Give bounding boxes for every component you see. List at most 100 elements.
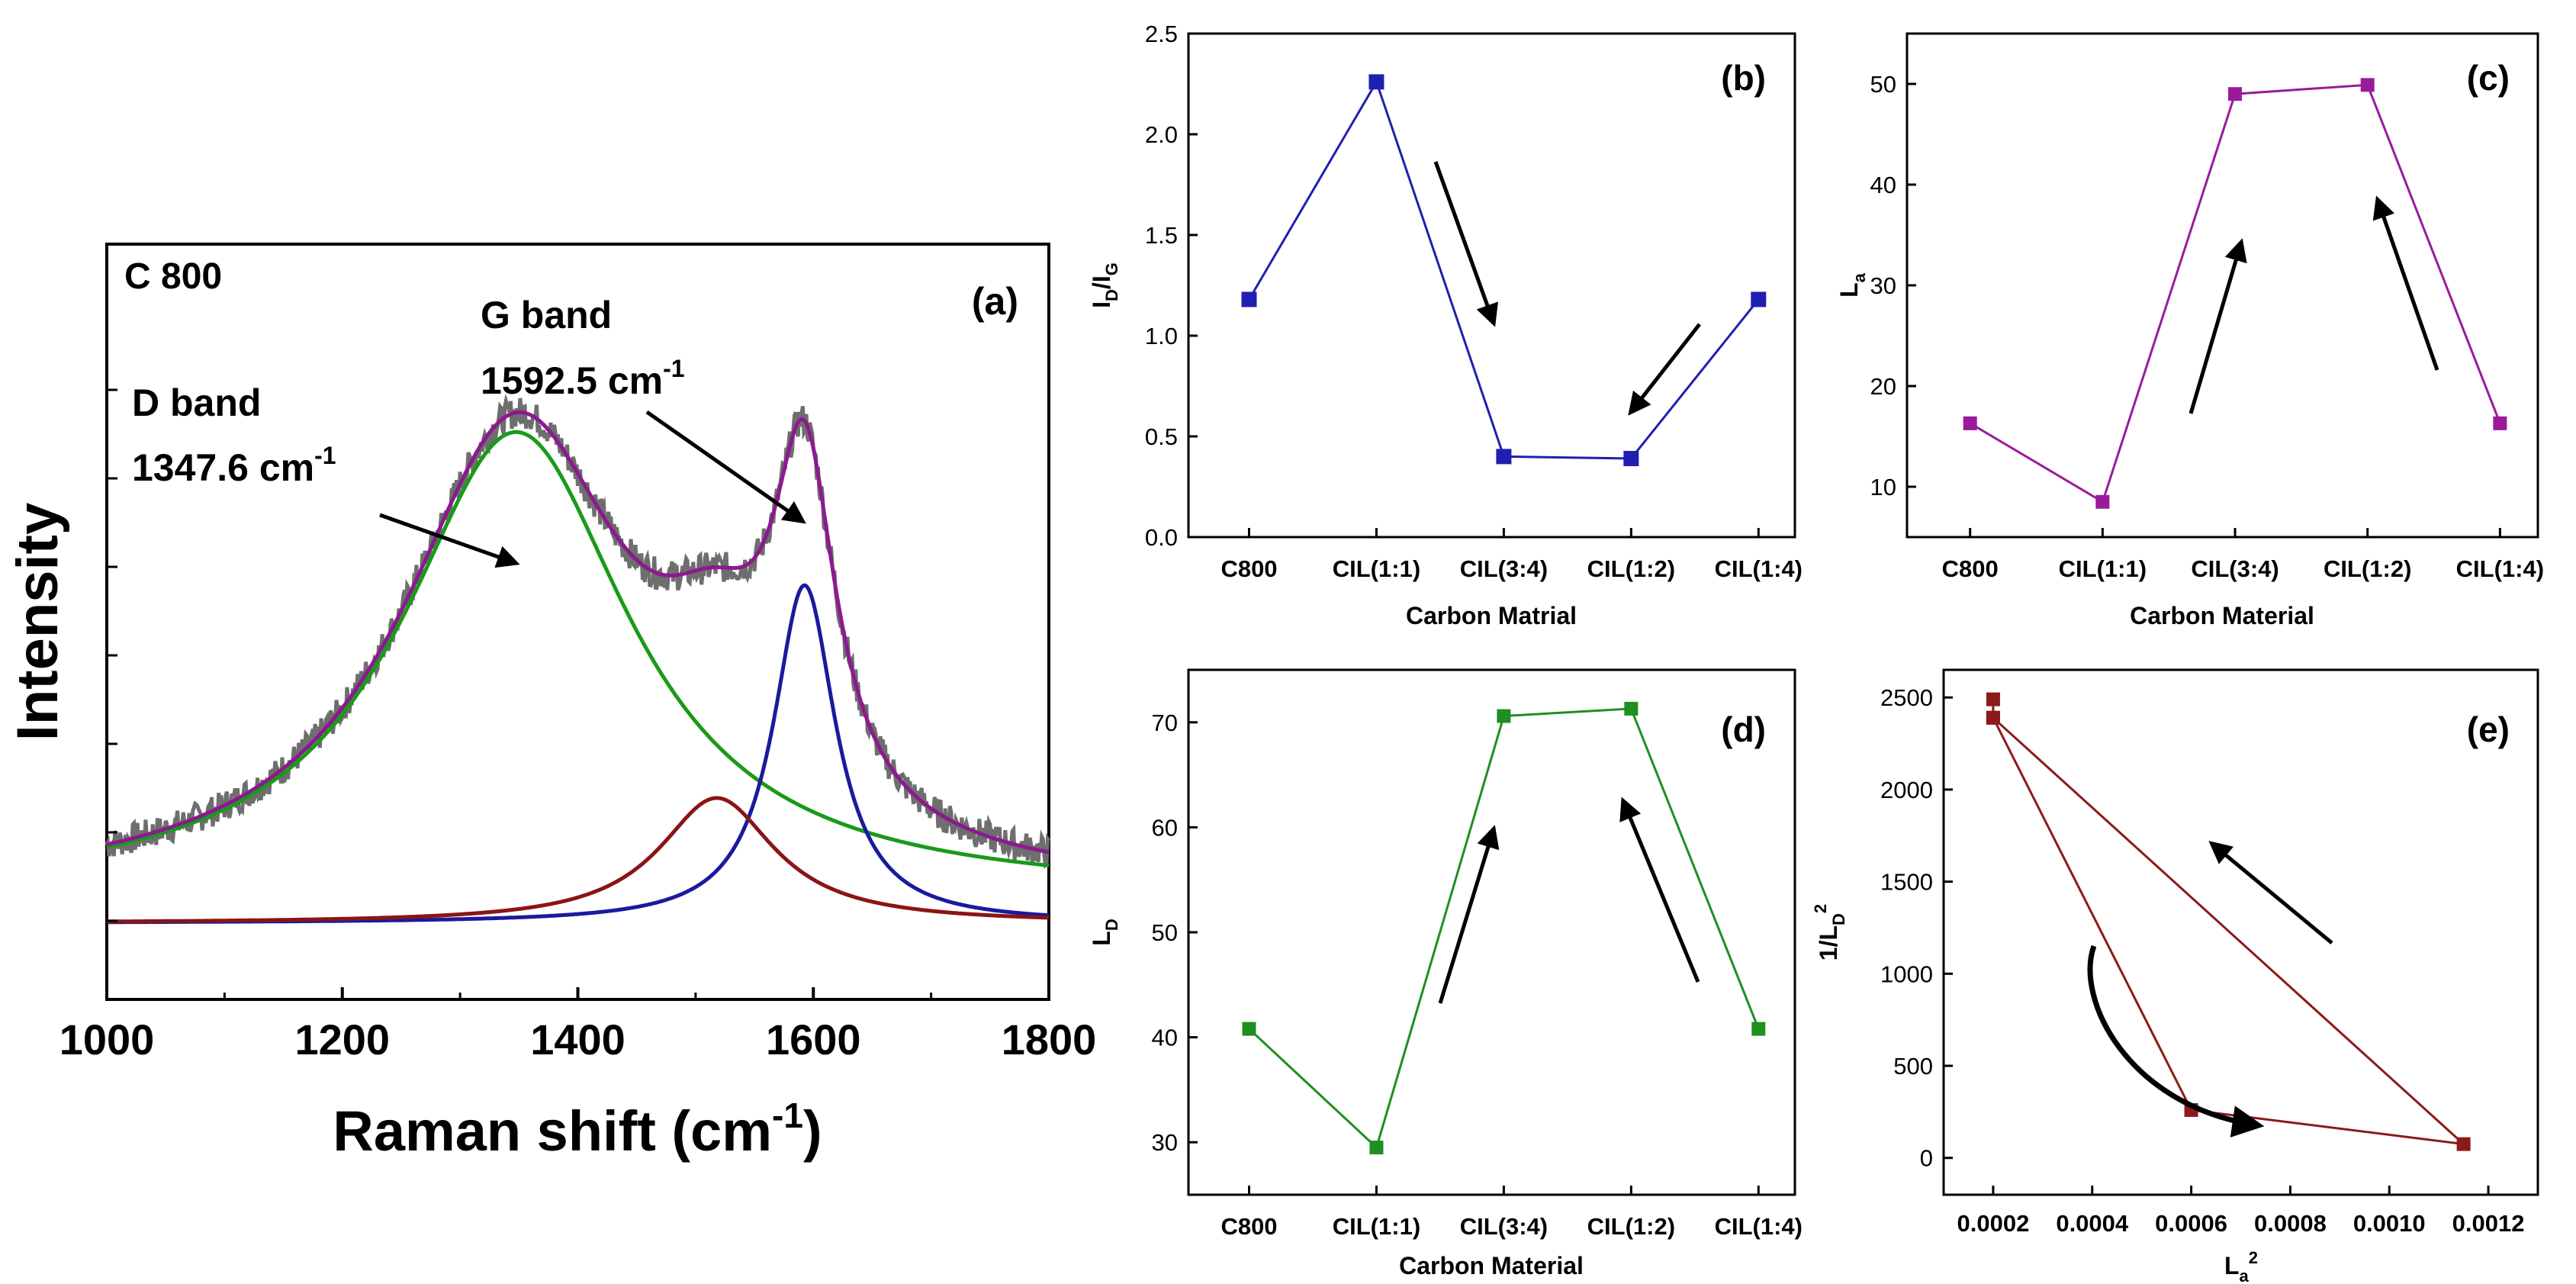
x-tick-label: CIL(1:2) [2324, 555, 2411, 582]
panel-d-frame [1187, 668, 1796, 1196]
g-band-position: 1592.5 cm-1 [481, 355, 685, 402]
series-line [1248, 707, 1760, 1150]
data-point [1368, 74, 1384, 90]
panel-c-y-axis-label: La [1835, 272, 1869, 298]
panel-d-ld: 30 40 50 60 70 C800 CIL(1:1) CIL(3:4) CIL(1:2) CI… [1088, 668, 1803, 1279]
panel-e-frame [1942, 668, 2539, 1196]
d-double-prime-fit-line [107, 796, 1050, 924]
data-point [1963, 416, 1977, 430]
panel-e-series [1986, 692, 2471, 1151]
d-band-position: 1347.6 cm-1 [132, 442, 336, 489]
y-tick-label: 1.0 [1145, 323, 1178, 349]
x-tick-label: C800 [1942, 555, 1999, 582]
panel-e-x-axis-label: La2 [2224, 1248, 2258, 1284]
x-tick-label: CIL(1:1) [2059, 555, 2147, 582]
panel-d-y-axis-label: LD [1088, 919, 1121, 945]
data-point [1624, 701, 1639, 716]
y-tick-label: 50 [1152, 919, 1178, 946]
panel-a-label: (a) [972, 280, 1018, 323]
panel-e-inverse-ld2-vs-la2: 0 500 1000 1500 2000 2500 0.0002 0.0004 0.0006 0.… [1811, 668, 2539, 1284]
x-tick-label: 0.0010 [2353, 1210, 2426, 1237]
x-tick-label: 0.0008 [2254, 1210, 2327, 1237]
data-point [1497, 709, 1511, 723]
series-line [1992, 699, 2468, 1146]
data-point [1986, 692, 2000, 706]
panel-d-series [1242, 701, 1766, 1155]
y-tick-label: 30 [1152, 1129, 1178, 1156]
panel-c-label: (c) [2467, 58, 2510, 98]
data-point [1623, 451, 1639, 467]
y-tick-label: 40 [1870, 172, 1896, 198]
data-point [1241, 291, 1257, 307]
panel-a-curves [105, 393, 1051, 925]
panel-b-frame [1187, 32, 1796, 539]
g-band-fit-line [107, 583, 1050, 925]
x-tick-label: CIL(1:4) [1715, 1213, 1803, 1240]
series-line [1248, 79, 1760, 460]
panel-c-arrow-up-right [2372, 195, 2439, 371]
panel-a-x-tick-label: 1800 [1002, 1015, 1097, 1064]
panel-c-la: 10 20 30 40 50 C800 CIL(1:1) CIL(3:4) CIL(1:2) CI… [1835, 32, 2545, 629]
data-point [1751, 291, 1767, 307]
d-band-fit-line [106, 430, 1050, 867]
panel-c-ticks: 10 20 30 40 50 C800 CIL(1:1) CIL(3:4) CIL(1:2) CI… [1870, 71, 2545, 582]
panel-c-frame [1905, 32, 2539, 539]
y-tick-label: 30 [1870, 272, 1896, 299]
x-tick-label: CIL(3:4) [2191, 555, 2279, 582]
y-tick-label: 2.0 [1145, 121, 1178, 148]
y-tick-label: 2500 [1880, 684, 1933, 711]
panel-a-x-tick-label: 1200 [294, 1015, 390, 1064]
y-tick-label: 2.5 [1145, 21, 1178, 47]
g-band-title: G band [481, 294, 612, 336]
x-tick-label: CIL(1:2) [1587, 1213, 1675, 1240]
data-point [1986, 710, 2000, 725]
x-tick-label: C800 [1220, 555, 1277, 582]
panel-e-y-axis-label: 1/LD2 [1811, 904, 1848, 961]
panel-d-arrow-up-left [1438, 825, 1500, 1004]
y-tick-label: 0.0 [1145, 524, 1178, 551]
y-tick-label: 500 [1893, 1053, 1933, 1080]
x-tick-label: 0.0004 [2056, 1210, 2129, 1237]
y-tick-label: 50 [1870, 71, 1896, 98]
data-point [1751, 1022, 1766, 1036]
panel-e-ticks: 0 500 1000 1500 2000 2500 0.0002 0.0004 0.0006 0.… [1880, 684, 2524, 1237]
data-point [2095, 494, 2110, 509]
y-tick-label: 60 [1152, 814, 1178, 841]
panel-a-x-axis-label: Raman shift (cm-1) [333, 1096, 822, 1163]
x-tick-label: CIL(1:1) [1333, 555, 1420, 582]
y-tick-label: 1500 [1880, 869, 1933, 896]
panel-b-arrow-down [1433, 161, 1498, 327]
x-tick-label: 0.0012 [2452, 1210, 2525, 1237]
panel-a-y-axis-label: Intensity [5, 503, 70, 742]
x-tick-label: 0.0006 [2155, 1210, 2227, 1237]
x-tick-label: CIL(3:4) [1460, 555, 1548, 582]
y-tick-label: 1.5 [1145, 222, 1178, 249]
data-point [2228, 87, 2243, 101]
y-tick-label: 0.5 [1145, 423, 1178, 450]
data-point [1369, 1141, 1384, 1155]
panel-b-label: (b) [1721, 58, 1766, 98]
panel-c-x-axis-label: Carbon Material [2130, 602, 2314, 629]
panel-a-x-tick-label: 1600 [766, 1015, 861, 1064]
y-tick-label: 0 [1920, 1145, 1933, 1172]
data-point [2456, 1137, 2471, 1151]
x-tick-label: CIL(3:4) [1460, 1213, 1548, 1240]
panel-a-frame [105, 243, 1050, 1001]
panel-b-arrow-left [1628, 323, 1701, 416]
x-tick-label: CIL(1:2) [1587, 555, 1675, 582]
panel-a-sample-label: C 800 [124, 256, 222, 297]
x-tick-label: CIL(1:4) [2456, 555, 2544, 582]
d-band-title: D band [132, 381, 261, 424]
y-tick-label: 2000 [1880, 777, 1933, 803]
panel-b-x-axis-label: Carbon Matrial [1406, 602, 1577, 629]
panel-b-id-ig-ratio: 0.0 0.5 1.0 1.5 2.0 2.5 C800 CIL(1:1) CIL(3:4) CI… [1088, 21, 1803, 629]
panel-c-series [1963, 78, 2507, 509]
panel-a-raman-spectrum: 1000 1200 1400 1600 1800 C 800 (a) D band 13… [5, 243, 1097, 1163]
cumulative-fit-line [106, 410, 1050, 854]
y-tick-label: 10 [1870, 474, 1896, 500]
data-point [1496, 449, 1512, 465]
panel-d-x-axis-label: Carbon Material [1399, 1252, 1584, 1279]
panel-e-curved-arrow [2087, 944, 2265, 1138]
panel-a-x-tick-label: 1000 [59, 1015, 155, 1064]
